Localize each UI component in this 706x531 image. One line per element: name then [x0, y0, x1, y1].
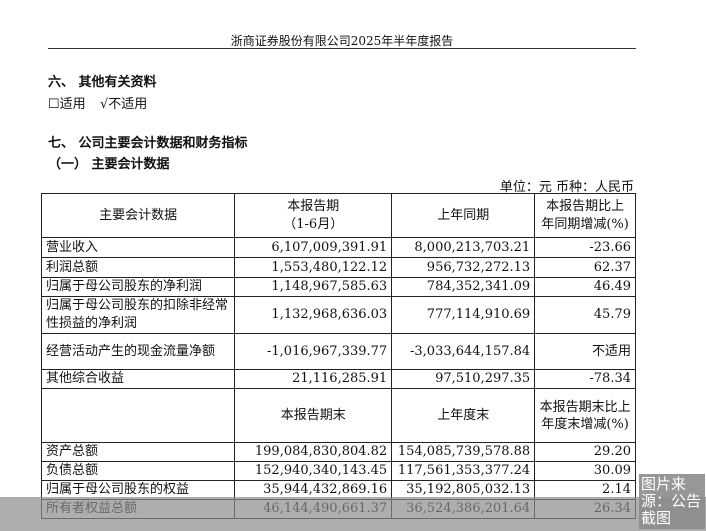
value-cell: 62.37 [534, 257, 636, 278]
value-cell: -78.34 [534, 369, 636, 389]
option-applicable: ☐适用 [48, 97, 86, 112]
cell-text: 本报告期 [287, 198, 340, 214]
label-cell: 营业收入 [40, 237, 236, 258]
value-cell: 777,114,910.69 [391, 296, 536, 334]
label-cell: 负债总额 [40, 461, 236, 481]
table-header-row: 主要会计数据 本报告期 （1-6月） 上年同期 本报告期比上 年同期增减(%) [40, 193, 636, 238]
label-cell: 归属于母公司股东的扣除非经常性损益的净利润 [40, 296, 236, 334]
subsection-title: （一） 主要会计数据 [48, 157, 170, 172]
value-cell: 152,940,340,143.45 [234, 461, 393, 481]
header-cell: 本报告期末 [234, 388, 393, 443]
header-cell: 本报告期末比上年度末增减(%) [534, 388, 636, 443]
value-cell: 不适用 [534, 333, 636, 370]
value-cell: 8,000,213,703.21 [391, 237, 536, 258]
value-cell: -1,016,967,339.77 [234, 333, 393, 370]
label-cell: 归属于母公司股东的权益 [40, 480, 236, 500]
value-cell: 46.49 [534, 277, 636, 297]
label-cell: 归属于母公司股东的净利润 [40, 277, 236, 297]
table-row: 归属于母公司股东的扣除非经常性损益的净利润 1,132,968,636.03 777… [40, 296, 636, 334]
table-row: 其他综合收益 21,116,285.91 97,510,297.35 -78.34 [40, 369, 636, 389]
section-6-title: 六、 其他有关资料 [48, 75, 157, 90]
table-row: 资产总额 199,084,830,804.82 154,085,739,578.88… [40, 442, 636, 462]
section-7-title: 七、 公司主要会计数据和财务指标 [48, 136, 248, 151]
value-cell: 35,192,805,032.13 [391, 480, 536, 500]
page-header: 浙商证券股份有限公司2025年半年度报告 [230, 34, 454, 48]
header-cell [40, 388, 236, 443]
value-cell: 29.20 [534, 442, 636, 462]
label-cell: 资产总额 [40, 442, 236, 462]
value-cell: 35,944,432,869.16 [234, 480, 393, 500]
header-cell: 主要会计数据 [40, 193, 236, 238]
value-cell: 154,085,739,578.88 [391, 442, 536, 462]
value-cell: -3,033,644,157.84 [391, 333, 536, 370]
value-cell: 97,510,297.35 [391, 369, 536, 389]
table-row: 利润总额 1,553,480,122.12 956,732,272.13 62.37 [40, 257, 636, 278]
header-cell: 上年度末 [391, 388, 536, 443]
table-row: 归属于母公司股东的净利润 1,148,967,585.63 784,352,341.… [40, 277, 636, 297]
header-cell: 本报告期比上 年同期增减(%) [534, 193, 636, 238]
table-header-row: 本报告期末 上年度末 本报告期末比上年度末增减(%) [40, 388, 636, 443]
accounting-data-table: 主要会计数据 本报告期 （1-6月） 上年同期 本报告期比上 年同期增减(%) 营业收入 6,… [40, 193, 636, 519]
header-divider [48, 48, 636, 49]
label-cell: 利润总额 [40, 257, 236, 278]
cell-text: 年同期增减(%) [541, 216, 629, 232]
value-cell: 30.09 [534, 461, 636, 481]
value-cell: -23.66 [534, 237, 636, 258]
header-cell: 上年同期 [391, 193, 536, 238]
label-cell: 其他综合收益 [40, 369, 236, 389]
option-not-applicable: √不适用 [100, 97, 148, 112]
watermark-bar [0, 497, 706, 531]
value-cell: 1,132,968,636.03 [234, 296, 393, 334]
header-cell: 本报告期 （1-6月） [234, 193, 393, 238]
cell-text: （1-6月） [283, 216, 344, 232]
value-cell: 21,116,285.91 [234, 369, 393, 389]
value-cell: 199,084,830,804.82 [234, 442, 393, 462]
value-cell: 956,732,272.13 [391, 257, 536, 278]
value-cell: 117,561,353,377.24 [391, 461, 536, 481]
value-cell: 45.79 [534, 296, 636, 334]
table-row: 负债总额 152,940,340,143.45 117,561,353,377.24… [40, 461, 636, 481]
cell-text: 本报告期比上 [546, 198, 625, 214]
value-cell: 784,352,341.09 [391, 277, 536, 297]
table-row: 归属于母公司股东的权益 35,944,432,869.16 35,192,805,0… [40, 480, 636, 500]
value-cell: 1,148,967,585.63 [234, 277, 393, 297]
unit-label: 单位：元 币种：人民币 [499, 180, 634, 195]
value-cell: 6,107,009,391.91 [234, 237, 393, 258]
watermark-text: 图片来源：公告截图 [639, 474, 705, 529]
value-cell: 1,553,480,122.12 [234, 257, 393, 278]
table-row: 经营活动产生的现金流量净额 -1,016,967,339.77 -3,033,644… [40, 333, 636, 370]
label-cell: 经营活动产生的现金流量净额 [40, 333, 236, 370]
table-row: 营业收入 6,107,009,391.91 8,000,213,703.21 -23.… [40, 237, 636, 258]
